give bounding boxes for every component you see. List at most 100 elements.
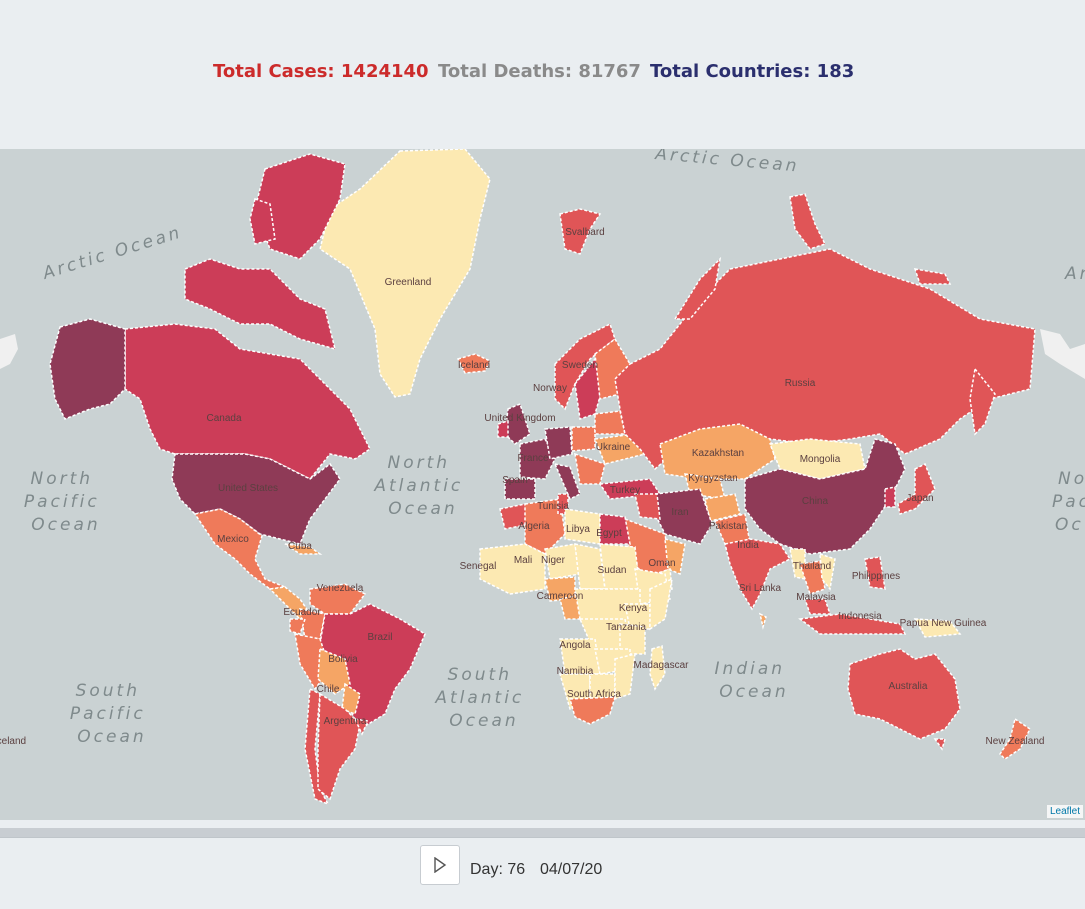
country-sri-lanka[interactable] [758, 612, 767, 630]
country-canada-baffin[interactable] [249, 198, 276, 245]
country-france[interactable] [519, 438, 556, 480]
total-cases: Total Cases: 1424140 [213, 61, 429, 82]
label-niger: Niger [541, 555, 566, 566]
country-uruguay[interactable] [353, 718, 370, 736]
country-italy[interactable] [553, 462, 581, 501]
country-belarus[interactable] [594, 410, 626, 435]
country-mexico[interactable] [193, 508, 288, 590]
country-russia[interactable] [614, 248, 1036, 471]
country-iceland[interactable] [456, 353, 492, 374]
label-iran: Iran [671, 507, 688, 518]
total-deaths: Total Deaths: 81767 [438, 61, 641, 82]
label-kazakhstan: Kazakhstan [692, 448, 744, 459]
ocean-south-pacific: South Pacific Ocean [70, 681, 154, 747]
country-india[interactable] [724, 538, 792, 611]
ocean-arctic-right: Ar [1064, 264, 1085, 284]
label-egypt: Egypt [596, 528, 622, 539]
ocean-north-atlantic: North Atlantic Ocean [373, 453, 471, 519]
country-alaska[interactable] [49, 318, 126, 420]
country-somalia[interactable] [649, 577, 673, 631]
country-malaysia[interactable] [803, 598, 832, 615]
country-philippines[interactable] [864, 556, 886, 590]
map-svg[interactable]: Arctic Ocean Arctic Ocean Ar North Pacif… [0, 149, 1085, 820]
date-label: 04/07/20 [540, 861, 603, 878]
country-tasmania[interactable] [933, 738, 947, 751]
ocean-south-atlantic: South Atlantic Ocean [434, 665, 532, 731]
world-map[interactable]: Arctic Ocean Arctic Ocean Ar North Pacif… [0, 149, 1085, 820]
country-arctic-islands[interactable] [913, 268, 952, 285]
country-paraguay[interactable] [341, 682, 361, 716]
country-kazakhstan[interactable] [659, 423, 776, 480]
country-russia-kamchatka[interactable] [969, 367, 996, 436]
country-balkans[interactable] [574, 452, 606, 485]
ocean-north-pacific: North Pacific Ocean [24, 469, 108, 535]
country-thailand[interactable] [799, 560, 826, 595]
label-ukraine: Ukraine [596, 442, 631, 453]
label-argentina: Argentina [324, 716, 367, 727]
country-canada[interactable] [124, 323, 371, 480]
country-spain[interactable] [504, 478, 536, 500]
country-korea[interactable] [884, 486, 896, 508]
ocean-arctic-left: Arctic Ocean [40, 222, 185, 284]
label-cameroon: Cameroon [537, 591, 584, 602]
country-afghanistan[interactable] [704, 493, 741, 522]
country-canada-islands[interactable] [184, 258, 337, 351]
country-norway[interactable] [554, 322, 616, 411]
country-vietnam[interactable] [819, 552, 836, 591]
play-button[interactable] [420, 845, 460, 885]
label-kyrgyzstan: Kyrgyzstan [688, 473, 737, 484]
label-kenya: Kenya [619, 603, 648, 614]
country-ecuador[interactable] [289, 618, 307, 635]
country-tanzania[interactable] [619, 623, 646, 655]
label-malaysia: Malaysia [796, 592, 836, 603]
total-countries: Total Countries: 183 [650, 61, 855, 82]
timeline-bar[interactable] [0, 828, 1085, 837]
label-cuba: Cuba [288, 541, 312, 552]
country-brazil[interactable] [319, 603, 426, 731]
country-cuba[interactable] [284, 543, 323, 555]
label-china: China [802, 496, 829, 507]
country-west-africa[interactable] [479, 543, 546, 595]
label-united-states: United States [218, 483, 278, 494]
country-svalbard[interactable] [559, 208, 602, 255]
label-mali: Mali [514, 555, 532, 566]
country-oman[interactable] [664, 538, 686, 576]
country-egypt[interactable] [599, 513, 631, 545]
country-japan[interactable] [897, 462, 936, 515]
country-argentina[interactable] [317, 692, 361, 801]
label-united-kingdom: United Kingdom [484, 413, 555, 424]
country-united-states[interactable] [171, 453, 341, 545]
label-svalbard: Svalbard [565, 227, 604, 238]
country-chile[interactable] [304, 687, 330, 806]
label-pakistan: Pakistan [709, 521, 747, 532]
country-germany[interactable] [544, 426, 573, 460]
country-new-zealand[interactable] [999, 717, 1031, 760]
country-iraq[interactable] [634, 493, 661, 520]
label-bolivia: Bolivia [328, 654, 358, 665]
country-bolivia[interactable] [317, 647, 351, 695]
country-ireland[interactable] [497, 419, 509, 438]
label-mongolia: Mongolia [800, 454, 841, 465]
country-uk[interactable] [504, 402, 531, 445]
ocean-arctic-top: Arctic Ocean [654, 149, 801, 177]
country-poland[interactable] [571, 426, 596, 452]
country-papua-new-guinea[interactable] [913, 618, 962, 638]
country-russia-islands[interactable] [673, 256, 722, 320]
ocean-north-pacific-right: No Pac Oc [1052, 469, 1085, 535]
label-venezuela: Venezuela [317, 583, 364, 594]
country-novaya-zemlya[interactable] [789, 193, 827, 250]
country-south-africa[interactable] [569, 696, 617, 725]
label-iceland-left: Iceland [0, 736, 26, 747]
ocean-indian: Indian Ocean [715, 659, 794, 702]
label-france: France [517, 453, 549, 464]
label-sudan: Sudan [598, 565, 627, 576]
label-algeria: Algeria [518, 521, 550, 532]
country-iran[interactable] [654, 488, 713, 545]
leaflet-attribution[interactable]: Leaflet [1046, 805, 1083, 818]
country-madagascar[interactable] [649, 645, 666, 691]
label-mexico: Mexico [217, 534, 249, 545]
country-algeria[interactable] [524, 498, 566, 555]
country-australia[interactable] [847, 648, 961, 740]
country-indonesia[interactable] [798, 613, 907, 635]
country-mozambique[interactable] [614, 653, 636, 701]
